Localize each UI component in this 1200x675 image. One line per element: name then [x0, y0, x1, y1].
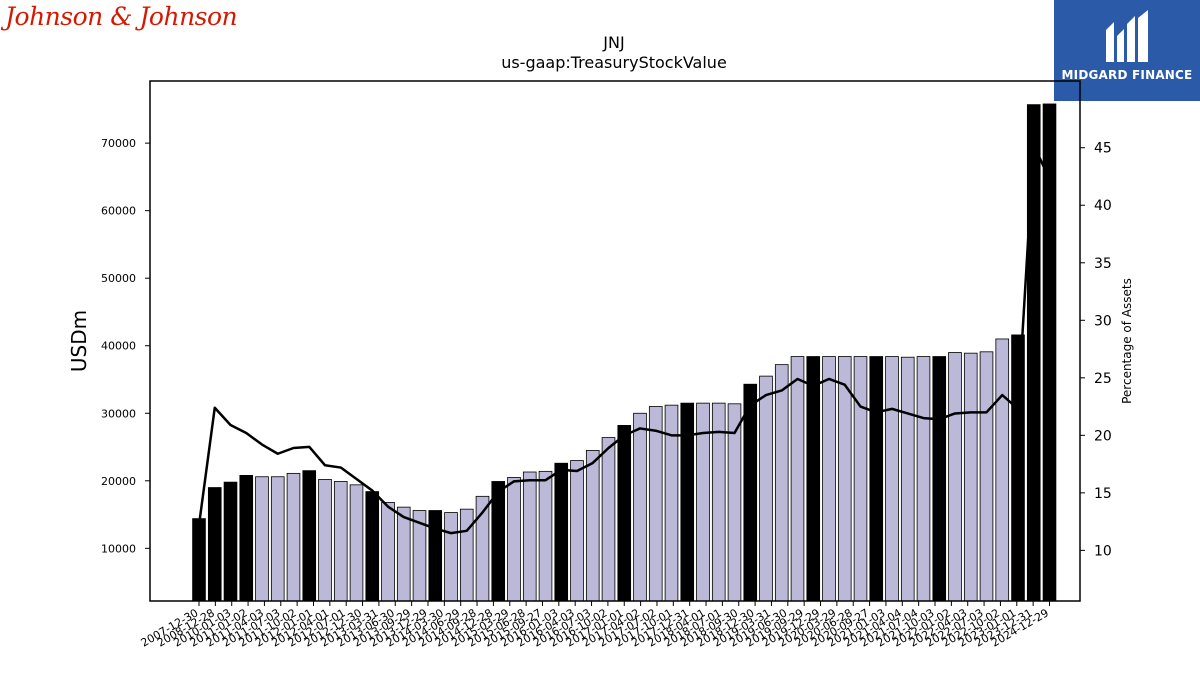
bar: [507, 477, 521, 602]
x-axis: 2007-12-302008-12-282010-01-032011-01-02…: [139, 601, 1051, 650]
y2-tick-label: 40: [1094, 198, 1112, 214]
bar: [365, 491, 380, 602]
bar: [286, 472, 301, 602]
y2-tick-label: 45: [1094, 141, 1112, 157]
bar: [428, 510, 443, 602]
bar: [255, 476, 269, 602]
y-axis-label-left: USDm: [67, 310, 91, 372]
bar: [774, 364, 789, 602]
bar: [207, 487, 222, 602]
bar: [538, 470, 553, 602]
bar: [192, 518, 206, 602]
bar: [900, 356, 915, 602]
bar: [680, 402, 695, 602]
bar: [223, 481, 238, 602]
y-tick-label: 60000: [101, 205, 136, 218]
bar: [885, 356, 899, 602]
bar: [522, 471, 537, 602]
bar: [585, 449, 600, 602]
bar: [318, 479, 332, 602]
y-axis-right: 10 15 20 25 30 35 40 45: [1080, 141, 1112, 559]
y2-tick-label: 15: [1094, 486, 1112, 502]
bar: [381, 501, 395, 602]
y2-tick-label: 25: [1094, 371, 1112, 387]
bar: [270, 476, 285, 602]
y-tick-label: 40000: [101, 340, 136, 353]
bar: [601, 437, 616, 602]
bar: [570, 460, 584, 602]
bar: [459, 508, 474, 602]
bar: [916, 356, 931, 602]
midgard-finance-logo: MIDGARD FINANCE: [1054, 0, 1200, 101]
bars-layer: [192, 103, 1057, 602]
midgard-emblem-icon: [1106, 10, 1148, 62]
bar: [302, 470, 317, 602]
bar: [648, 406, 663, 602]
y-tick-label: 10000: [101, 542, 136, 555]
bar: [333, 481, 348, 602]
y-tick-label: 20000: [101, 475, 136, 488]
y-axis-label-right: Percentage of Assets: [1120, 278, 1134, 404]
bar: [239, 474, 254, 602]
y-axis-left: 10000 20000 30000 40000 50000 60000 70000: [101, 137, 150, 555]
bar: [444, 512, 458, 602]
y2-tick-label: 35: [1094, 256, 1112, 272]
bar: [995, 338, 1010, 602]
bar: [633, 412, 647, 602]
bar: [932, 356, 947, 602]
y2-tick-label: 10: [1094, 543, 1112, 559]
bar: [853, 356, 868, 602]
series-line-percentage-of-assets: [197, 144, 1051, 535]
y2-tick-label: 20: [1094, 428, 1112, 444]
chart-subtitle: us-gaap:TreasuryStockValue: [501, 53, 727, 72]
bar: [1011, 334, 1025, 602]
y2-tick-label: 30: [1094, 313, 1112, 329]
line-layer: [197, 144, 1051, 535]
bar: [979, 351, 994, 602]
y-tick-label: 70000: [101, 137, 136, 150]
bar: [869, 356, 884, 602]
bar: [1026, 104, 1041, 602]
bar: [837, 356, 852, 602]
midgard-finance-wordmark: MIDGARD FINANCE: [1061, 68, 1193, 82]
plot-frame: [149, 80, 1081, 602]
bar: [806, 356, 821, 602]
bar: [948, 352, 962, 602]
chart-title: JNJ: [602, 33, 624, 52]
johnson-and-johnson-logo: Johnson & Johnson: [5, 2, 238, 31]
bar: [396, 506, 411, 602]
bar: [963, 352, 978, 602]
bar: [349, 484, 364, 602]
bar: [554, 462, 569, 602]
bar: [743, 383, 758, 602]
y-tick-label: 50000: [101, 272, 136, 285]
bar: [822, 356, 836, 602]
bar: [617, 425, 632, 602]
y-tick-label: 30000: [101, 407, 136, 420]
bar: [759, 375, 773, 602]
bar: [790, 356, 805, 602]
